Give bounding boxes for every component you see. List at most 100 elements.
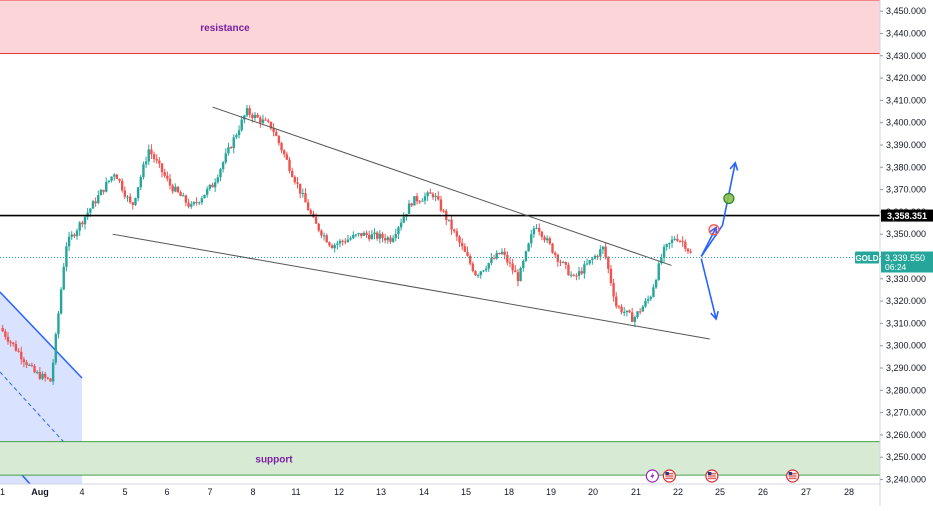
- candle-bullish[interactable]: [352, 234, 355, 239]
- candle-bullish[interactable]: [591, 258, 594, 261]
- candle-bullish[interactable]: [665, 244, 668, 247]
- candle-bullish[interactable]: [301, 193, 305, 195]
- candle-bullish[interactable]: [394, 233, 397, 239]
- candle-bullish[interactable]: [646, 299, 650, 301]
- candle-bearish[interactable]: [264, 119, 267, 121]
- candle-bearish[interactable]: [128, 196, 132, 203]
- candle-bearish[interactable]: [604, 246, 607, 258]
- candle-bullish[interactable]: [657, 263, 660, 280]
- candle-bullish[interactable]: [174, 186, 177, 192]
- candle-bearish[interactable]: [453, 229, 456, 232]
- candle-bullish[interactable]: [70, 234, 73, 237]
- candle-bearish[interactable]: [123, 190, 127, 197]
- candle-bullish[interactable]: [426, 192, 429, 197]
- candle-bearish[interactable]: [383, 238, 387, 241]
- bullish-arrow-right[interactable]: [700, 162, 737, 257]
- bullish-arrow-left[interactable]: [700, 227, 717, 257]
- candle-bullish[interactable]: [208, 184, 212, 189]
- candle-bearish[interactable]: [543, 236, 546, 241]
- candle-bullish[interactable]: [599, 249, 602, 257]
- candle-bullish[interactable]: [519, 268, 522, 282]
- candle-bearish[interactable]: [267, 120, 270, 122]
- candle-bearish[interactable]: [551, 243, 554, 253]
- candle-bullish[interactable]: [203, 194, 206, 199]
- candle-bullish[interactable]: [641, 306, 645, 312]
- candle-bearish[interactable]: [251, 114, 254, 119]
- candle-bearish[interactable]: [580, 271, 583, 274]
- channel-upper-line[interactable]: [0, 291, 83, 379]
- candle-bearish[interactable]: [575, 275, 578, 277]
- candle-bearish[interactable]: [564, 261, 567, 265]
- candle-bearish[interactable]: [195, 202, 198, 204]
- candle-bearish[interactable]: [309, 210, 312, 214]
- candle-bearish[interactable]: [304, 193, 307, 203]
- candle-bullish[interactable]: [54, 334, 57, 363]
- candle-bullish[interactable]: [245, 108, 249, 116]
- candle-bearish[interactable]: [466, 251, 469, 257]
- candle-bullish[interactable]: [59, 289, 63, 314]
- candle-bearish[interactable]: [285, 154, 289, 160]
- candle-bullish[interactable]: [182, 195, 185, 197]
- candle-bullish[interactable]: [192, 202, 196, 205]
- candle-bearish[interactable]: [468, 256, 472, 264]
- candle-bullish[interactable]: [413, 196, 416, 206]
- candle-bullish[interactable]: [407, 203, 411, 215]
- candle-bullish[interactable]: [654, 279, 658, 288]
- resistance-zone[interactable]: [0, 0, 880, 54]
- candle-bearish[interactable]: [431, 193, 435, 198]
- candle-bearish[interactable]: [508, 262, 512, 264]
- candle-bullish[interactable]: [213, 182, 217, 188]
- candle-bearish[interactable]: [131, 202, 135, 205]
- candle-bullish[interactable]: [205, 188, 209, 195]
- candle-bearish[interactable]: [288, 159, 291, 171]
- candle-bearish[interactable]: [511, 263, 514, 271]
- candle-bearish[interactable]: [429, 192, 432, 194]
- bearish-arrow[interactable]: [700, 258, 717, 320]
- candle-bullish[interactable]: [200, 198, 204, 203]
- descending-channel[interactable]: [0, 292, 82, 484]
- drawings-layer[interactable]: [0, 106, 880, 483]
- candle-bearish[interactable]: [676, 238, 679, 241]
- candle-bullish[interactable]: [227, 147, 230, 154]
- candle-bearish[interactable]: [320, 230, 323, 236]
- candle-bearish[interactable]: [314, 217, 318, 224]
- candle-bullish[interactable]: [524, 251, 528, 261]
- candle-bearish[interactable]: [617, 306, 621, 308]
- candle-bullish[interactable]: [322, 235, 326, 237]
- candle-bullish[interactable]: [107, 180, 111, 182]
- candle-bearish[interactable]: [612, 283, 615, 297]
- candle-bullish[interactable]: [336, 243, 339, 245]
- candle-bullish[interactable]: [224, 153, 227, 163]
- candle-bullish[interactable]: [593, 255, 597, 259]
- candle-bearish[interactable]: [548, 238, 552, 244]
- us-flag-event-icon[interactable]: [662, 469, 676, 483]
- candle-bearish[interactable]: [609, 268, 613, 284]
- candle-bullish[interactable]: [75, 230, 79, 237]
- candle-bullish[interactable]: [216, 177, 220, 183]
- candle-bullish[interactable]: [147, 149, 150, 162]
- candle-bearish[interactable]: [553, 252, 557, 255]
- candle-bullish[interactable]: [338, 240, 342, 244]
- candle-bullish[interactable]: [601, 246, 605, 250]
- candle-bearish[interactable]: [450, 219, 453, 230]
- candle-bearish[interactable]: [330, 245, 334, 249]
- candle-bearish[interactable]: [272, 128, 275, 132]
- candle-bearish[interactable]: [277, 135, 281, 144]
- candle-bullish[interactable]: [447, 219, 451, 221]
- candle-bearish[interactable]: [458, 236, 461, 243]
- candle-bearish[interactable]: [638, 311, 642, 313]
- candle-bullish[interactable]: [190, 204, 193, 207]
- candle-bearish[interactable]: [684, 241, 687, 249]
- candle-bearish[interactable]: [689, 251, 692, 253]
- candle-bearish[interactable]: [94, 201, 97, 204]
- candle-bullish[interactable]: [673, 238, 676, 240]
- candle-bullish[interactable]: [644, 300, 647, 307]
- candle-bearish[interactable]: [296, 182, 299, 184]
- candle-bearish[interactable]: [360, 233, 363, 236]
- candle-bearish[interactable]: [155, 159, 158, 161]
- candle-bullish[interactable]: [333, 244, 336, 249]
- candle-bullish[interactable]: [660, 257, 663, 264]
- candle-bearish[interactable]: [455, 231, 459, 237]
- candle-bullish[interactable]: [83, 216, 87, 225]
